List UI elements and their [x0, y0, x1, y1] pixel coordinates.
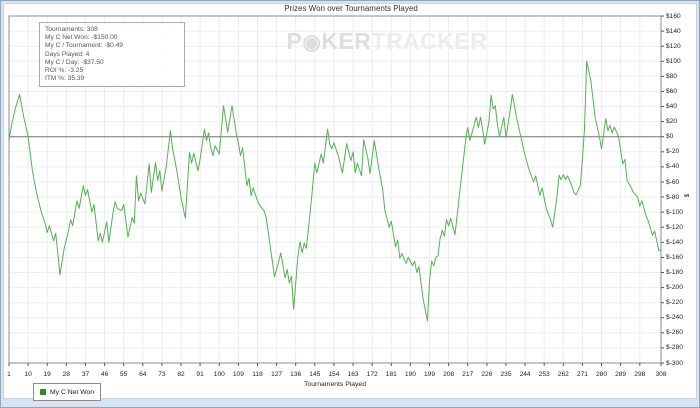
- x-tick-label: 64: [139, 371, 147, 378]
- legend-color-swatch: [40, 389, 46, 395]
- y-tick-label: $100: [666, 57, 681, 65]
- x-tick-label: 10: [24, 371, 32, 378]
- y-tick-label: $-300: [666, 359, 683, 367]
- y-tick-label: $-20: [666, 148, 680, 156]
- stats-row: Tournaments: 308: [45, 26, 98, 33]
- x-tick-label: 82: [177, 371, 185, 378]
- y-tick-label: $140: [666, 27, 681, 35]
- x-tick-label: 262: [557, 371, 569, 378]
- x-tick-label: 289: [615, 371, 627, 378]
- y-tick-label: $-240: [666, 314, 683, 322]
- stats-row: My C / Day: -$37.50: [45, 58, 104, 66]
- x-tick-label: 217: [462, 371, 474, 378]
- x-tick-label: 154: [328, 371, 340, 378]
- y-tick-label: $0: [666, 133, 674, 141]
- y-tick-label: $-80: [666, 193, 680, 201]
- y-tick-label: $60: [666, 87, 678, 95]
- y-tick-label: $80: [666, 72, 678, 80]
- legend-label: My C Net Won: [50, 388, 95, 396]
- y-axis-title: $: [682, 193, 690, 198]
- stats-row: ROI %: -3.25: [45, 67, 84, 75]
- x-tick-label: 73: [158, 371, 166, 378]
- x-tick-label: 199: [423, 371, 436, 378]
- x-tick-label: 298: [634, 371, 646, 378]
- chart-title: Prizes Won over Tournaments Played: [284, 4, 418, 13]
- y-tick-label: $-160: [666, 253, 683, 261]
- x-tick-label: 235: [500, 371, 512, 378]
- y-tick-label: $-180: [666, 269, 683, 276]
- y-tick-label: $-220: [666, 299, 683, 307]
- series-line-my-c-net-won: [8, 60, 662, 322]
- x-tick-label: 208: [443, 371, 455, 378]
- x-tick-label: 118: [252, 371, 263, 378]
- x-tick-label: 91: [196, 371, 204, 378]
- y-tick-label: $-140: [666, 238, 683, 246]
- x-tick-label: 109: [232, 371, 244, 378]
- y-tick-label: $-200: [666, 284, 683, 292]
- y-tick-label: $-40: [666, 163, 680, 171]
- x-tick-label: 172: [366, 371, 378, 378]
- x-tick-label: 253: [538, 371, 550, 378]
- x-tick-label: 28: [62, 371, 70, 378]
- x-tick-label: 37: [81, 371, 90, 378]
- series-legend: My C Net Won: [33, 383, 102, 401]
- y-tick-label: $-260: [666, 329, 683, 337]
- x-tick-label: 280: [595, 371, 608, 378]
- x-tick-label: 55: [120, 371, 128, 378]
- x-tick-label: 163: [347, 371, 359, 378]
- x-tick-label: 226: [481, 371, 493, 378]
- plot-border: [8, 15, 662, 364]
- x-tick-label: 100: [213, 371, 225, 378]
- x-tick-label: 244: [519, 371, 531, 378]
- y-tick-label: $-100: [666, 208, 683, 216]
- x-axis-title: Tournaments Played: [304, 381, 366, 388]
- x-tick-label: 46: [100, 371, 109, 378]
- y-tick-label: $-60: [666, 178, 680, 186]
- y-tick-label: $-280: [666, 344, 683, 352]
- x-tick-label: 271: [576, 371, 588, 378]
- stats-row: My C / Tournament: -$0.49: [45, 42, 123, 50]
- x-tick-label: 190: [404, 371, 416, 378]
- x-tick-label: 136: [290, 371, 302, 378]
- stats-row: ITM %: 35.39: [45, 75, 85, 83]
- stats-summary-box: Tournaments: 308 My C Net Won: -$150.00 My…: [39, 22, 185, 88]
- x-tick-label: 19: [43, 371, 51, 378]
- x-tick-label: 308: [655, 371, 667, 378]
- y-tick-label: $40: [666, 103, 678, 110]
- y-tick-label: $160: [666, 12, 681, 20]
- y-tick-label: $20: [666, 118, 678, 126]
- x-tick-label: 181: [385, 371, 397, 378]
- y-tick-label: $-120: [666, 223, 683, 231]
- x-tick-label: 1: [7, 371, 11, 378]
- x-tick-label: 127: [271, 371, 283, 378]
- stats-row: Days Played: 4: [45, 50, 90, 58]
- y-tick-label: $120: [666, 42, 681, 50]
- stats-row: My C Net Won: -$150.00: [45, 34, 118, 42]
- x-tick-label: 145: [309, 371, 321, 378]
